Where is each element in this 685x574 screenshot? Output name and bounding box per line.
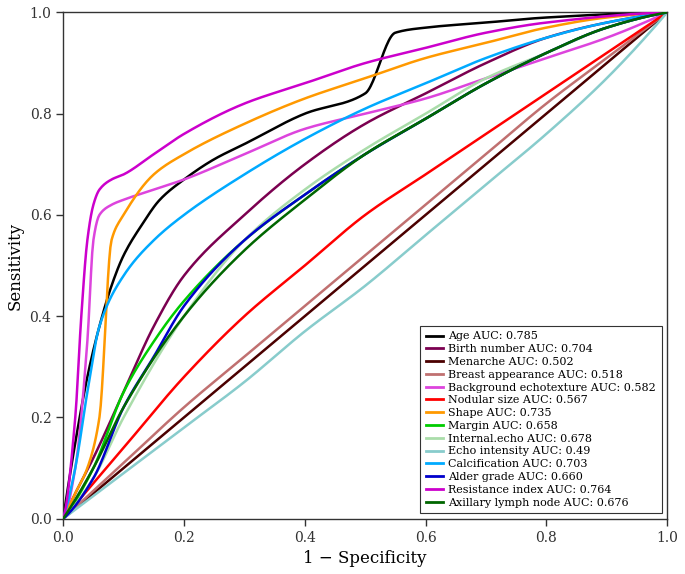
X-axis label: 1 − Specificity: 1 − Specificity: [303, 550, 427, 567]
Legend: Age AUC: 0.785, Birth number AUC: 0.704, Menarche AUC: 0.502, Breast appearance : Age AUC: 0.785, Birth number AUC: 0.704,…: [421, 326, 662, 513]
Y-axis label: Sensitivity: Sensitivity: [7, 222, 24, 309]
